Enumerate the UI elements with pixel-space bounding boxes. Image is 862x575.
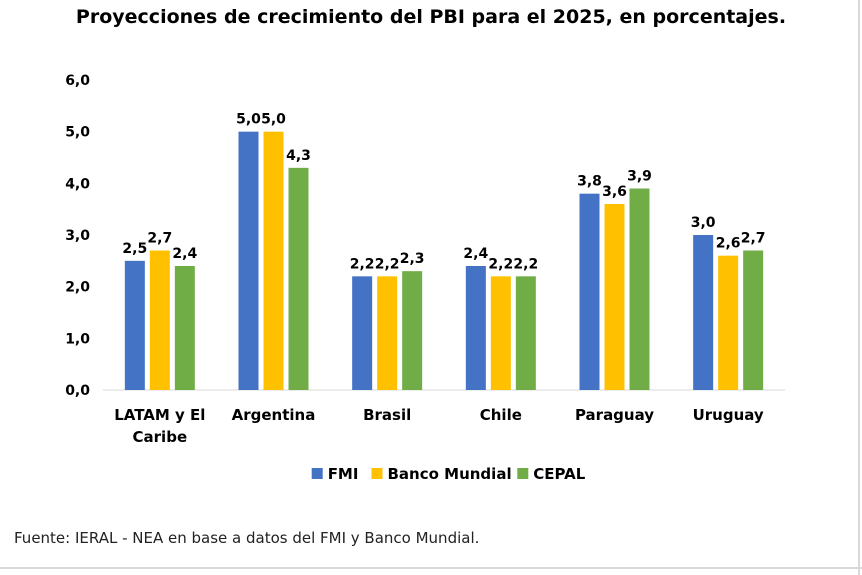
bar-value-label: 2,5 xyxy=(122,241,147,257)
bar-value-label: 2,4 xyxy=(463,246,488,262)
x-tick-label: Uruguay xyxy=(693,406,764,424)
bar-value-label: 2,3 xyxy=(400,251,425,267)
x-tick-label: Argentina xyxy=(232,406,316,424)
bars xyxy=(124,131,764,390)
bar xyxy=(604,204,625,390)
bar-value-label: 2,2 xyxy=(350,256,375,272)
y-tick-label: 4,0 xyxy=(65,176,90,192)
y-tick-label: 3,0 xyxy=(65,228,90,244)
x-tick-label: Chile xyxy=(480,406,522,424)
bar xyxy=(174,266,195,390)
bar-value-label: 2,4 xyxy=(172,246,197,262)
bar-value-label: 3,9 xyxy=(627,169,652,185)
bar xyxy=(629,188,650,390)
x-tick-label: Paraguay xyxy=(575,406,654,424)
legend-swatch xyxy=(371,468,383,479)
x-tick-label: LATAM y El xyxy=(114,406,205,424)
bar xyxy=(579,193,600,390)
bar xyxy=(515,276,536,390)
bar xyxy=(465,266,486,390)
bottom-border xyxy=(0,567,862,569)
bar xyxy=(743,250,764,390)
bar-value-label: 2,2 xyxy=(488,256,513,272)
bar-labels: 2,52,72,45,0 5,04,32,2 2,2 2,3 2,42,2 2,23,83… xyxy=(122,112,765,273)
bar-value-label: 5,0 xyxy=(236,112,261,128)
bar xyxy=(377,276,398,390)
bar xyxy=(718,255,739,390)
bar-value-label: 2,7 xyxy=(741,231,766,247)
legend-label: Banco Mundial xyxy=(388,465,512,483)
y-tick-label: 0,0 xyxy=(65,383,90,399)
bar xyxy=(402,271,423,390)
y-tick-label: 6,0 xyxy=(65,73,90,89)
bar xyxy=(124,260,145,390)
bar xyxy=(288,167,309,390)
bar xyxy=(352,276,373,390)
bar-value-label: 2,2 xyxy=(375,256,400,272)
y-tick-label: 2,0 xyxy=(65,280,90,296)
bar xyxy=(693,235,714,390)
bar-value-label: 3,6 xyxy=(602,184,627,200)
bar-value-label: 2,2 xyxy=(513,256,538,272)
source-note: Fuente: IERAL - NEA en base a datos del … xyxy=(14,529,480,547)
legend-label: CEPAL xyxy=(533,465,585,483)
bar-value-label: 3,0 xyxy=(691,215,716,231)
bar xyxy=(238,131,259,390)
bar xyxy=(490,276,511,390)
right-border xyxy=(858,0,860,575)
x-tick-label: Caribe xyxy=(133,428,188,446)
chart-title: Proyecciones de crecimiento del PBI para… xyxy=(75,6,787,28)
legend-swatch xyxy=(311,468,323,479)
legend-label: FMI xyxy=(328,465,359,483)
x-tick-label: Brasil xyxy=(363,406,411,424)
bar xyxy=(149,250,170,390)
bar-value-label: 4,3 xyxy=(286,148,311,164)
bar-value-label: 3,8 xyxy=(577,174,602,190)
y-tick-label: 5,0 xyxy=(65,125,90,141)
bar-value-label: 2,7 xyxy=(147,231,172,247)
legend: FMI Banco Mundial CEPAL xyxy=(311,465,586,483)
legend-swatch xyxy=(517,468,529,479)
bar-value-label: 2,6 xyxy=(716,236,741,252)
y-tick-label: 1,0 xyxy=(65,331,90,347)
y-axis-labels: 0,0 1,0 2,0 3,0 4,0 5,0 6,0 xyxy=(65,73,90,399)
x-axis-labels: LATAM y El Caribe Argentina Brasil Chile Para… xyxy=(114,406,764,446)
bar-value-label: 5,0 xyxy=(261,112,286,128)
bar xyxy=(263,131,284,390)
